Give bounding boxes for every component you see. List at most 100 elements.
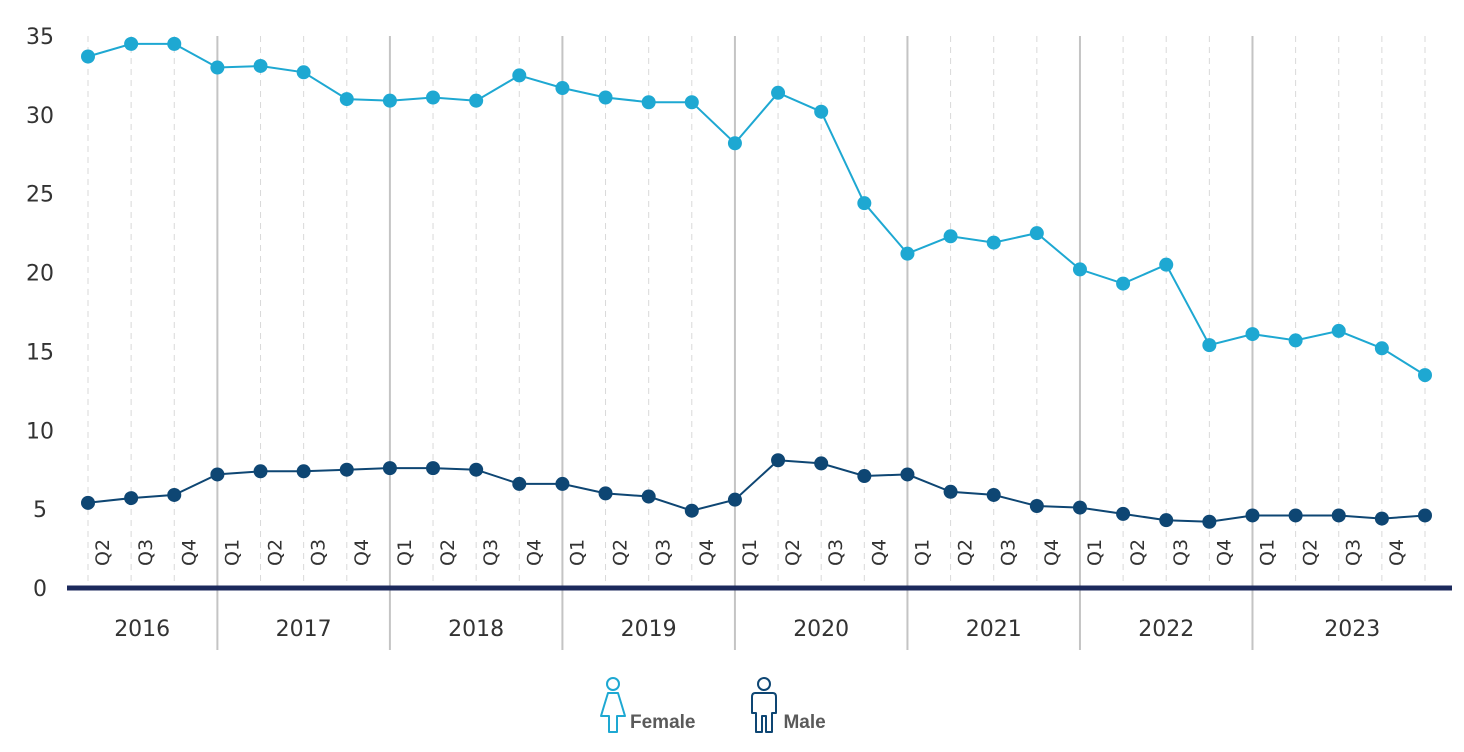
x-tick-label: Q2 — [782, 539, 804, 566]
data-point-female — [1245, 327, 1260, 342]
data-point-male — [426, 461, 441, 476]
year-label: 2019 — [621, 617, 677, 642]
data-point-female — [296, 65, 311, 80]
legend-item-male: Male — [747, 676, 826, 734]
x-tick-label: Q2 — [955, 539, 977, 566]
data-point-male — [1331, 508, 1346, 523]
x-tick-label: Q4 — [523, 539, 545, 566]
data-point-female — [555, 81, 570, 96]
data-point-female — [1116, 276, 1131, 291]
data-point-male — [1159, 513, 1174, 528]
y-tick-label: 20 — [26, 262, 54, 287]
data-point-female — [1331, 323, 1346, 338]
data-point-female — [512, 68, 527, 83]
y-tick-label: 0 — [33, 577, 47, 602]
data-point-female — [1202, 338, 1217, 353]
y-tick-label: 35 — [26, 25, 54, 50]
year-label: 2018 — [448, 617, 504, 642]
data-point-male — [1029, 498, 1044, 513]
data-point-female — [382, 93, 397, 108]
series-line-male — [87, 459, 1426, 523]
legend: Female Male — [598, 676, 826, 734]
data-point-male — [1202, 514, 1217, 529]
x-tick-label: Q4 — [1041, 539, 1063, 566]
x-tick-label: Q2 — [265, 539, 287, 566]
x-tick-label: Q1 — [739, 539, 761, 566]
x-tick-label: Q3 — [653, 539, 675, 566]
year-label: 2020 — [793, 617, 849, 642]
data-point-male — [771, 453, 786, 468]
data-point-male — [727, 492, 742, 507]
data-point-female — [684, 95, 699, 110]
male-person-icon — [751, 677, 778, 733]
y-tick-label: 15 — [26, 340, 54, 365]
data-point-female — [1288, 333, 1303, 348]
data-point-male — [253, 464, 268, 479]
data-point-female — [641, 95, 656, 110]
data-point-female — [210, 60, 225, 75]
data-point-female — [943, 229, 958, 244]
data-point-female — [1029, 226, 1044, 241]
data-point-male — [339, 462, 354, 477]
series-female — [81, 36, 1432, 383]
data-point-male — [943, 484, 958, 499]
x-tick-label: Q3 — [308, 539, 330, 566]
data-point-female — [986, 235, 1001, 250]
x-tick-label: Q4 — [1213, 539, 1235, 566]
data-point-female — [426, 90, 441, 105]
data-point-male — [81, 495, 95, 510]
x-tick-label: Q4 — [868, 539, 890, 566]
data-point-male — [857, 469, 872, 484]
y-tick-label: 30 — [26, 104, 54, 129]
x-tick-label: Q1 — [1084, 539, 1106, 566]
data-point-male — [1116, 506, 1131, 521]
x-tick-label: Q2 — [92, 539, 114, 566]
x-tick-label: Q1 — [911, 539, 933, 566]
data-point-female — [900, 246, 915, 261]
x-tick-label: Q3 — [1170, 539, 1192, 566]
x-tick-label: Q3 — [135, 539, 157, 566]
data-point-male — [124, 491, 139, 506]
data-point-male — [684, 503, 699, 518]
y-tick-label: 5 — [33, 498, 47, 523]
x-axis-quarter-labels: Q2 Q3 Q4 Q1 Q2 Q3 Q4 Q1 Q2 Q3 Q4 Q1 Q2 Q3 Q4 Q1 Q2 Q3 Q4 Q1… — [92, 539, 1408, 566]
x-tick-label: Q2 — [437, 539, 459, 566]
data-point-male — [210, 467, 225, 482]
x-tick-label: Q4 — [178, 539, 200, 566]
data-point-female — [167, 36, 182, 51]
x-tick-label: Q3 — [480, 539, 502, 566]
data-series — [81, 36, 1432, 529]
x-tick-label: Q1 — [221, 539, 243, 566]
year-label: 2017 — [276, 617, 332, 642]
data-point-male — [167, 487, 182, 502]
data-point-male — [555, 476, 570, 491]
data-point-female — [1159, 257, 1174, 272]
x-tick-label: Q4 — [1386, 539, 1408, 566]
x-tick-label: Q3 — [825, 539, 847, 566]
data-point-male — [1418, 508, 1432, 523]
series-line-female — [87, 42, 1426, 376]
data-point-female — [771, 85, 786, 100]
data-point-male — [512, 476, 527, 491]
data-point-male — [296, 464, 311, 479]
x-tick-label: Q1 — [394, 539, 416, 566]
data-point-male — [986, 487, 1001, 502]
y-tick-label: 25 — [26, 183, 54, 208]
x-axis-year-labels: 2016 2017 2018 2019 2020 2021 2022 2023 — [114, 617, 1380, 642]
data-point-female — [1418, 368, 1432, 383]
x-tick-label: Q1 — [566, 539, 588, 566]
year-label: 2022 — [1138, 617, 1194, 642]
data-point-female — [1072, 262, 1087, 277]
data-point-female — [253, 58, 268, 73]
data-point-male — [598, 486, 613, 501]
data-point-male — [1245, 508, 1260, 523]
legend-label-male: Male — [783, 712, 826, 733]
data-point-female — [598, 90, 613, 105]
data-point-male — [1374, 511, 1389, 526]
female-person-icon — [600, 677, 626, 733]
x-tick-label: Q1 — [1256, 539, 1278, 566]
x-tick-label: Q4 — [351, 539, 373, 566]
y-tick-label: 10 — [26, 419, 54, 444]
data-point-male — [814, 456, 829, 471]
